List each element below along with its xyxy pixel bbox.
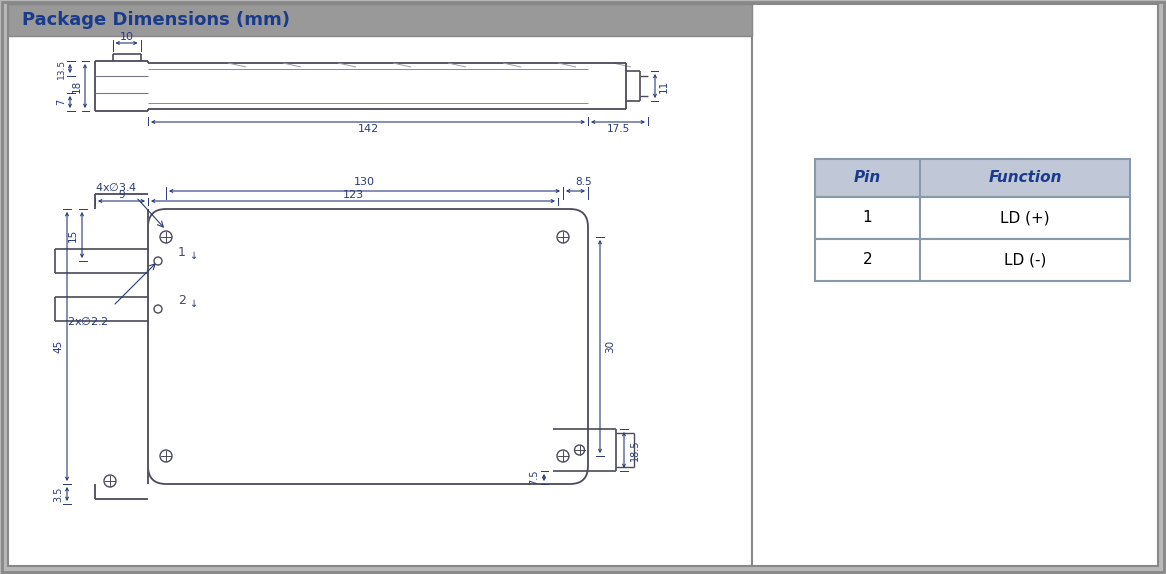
Text: 18: 18	[72, 79, 82, 92]
Text: 1: 1	[863, 211, 872, 226]
Text: Function: Function	[989, 170, 1062, 185]
Circle shape	[160, 231, 173, 243]
Circle shape	[575, 445, 584, 455]
Circle shape	[160, 450, 173, 462]
Text: 2: 2	[863, 253, 872, 267]
Bar	[815, 197, 1130, 239]
Bar	[815, 159, 1130, 197]
Text: 8.5: 8.5	[575, 177, 592, 187]
Text: 10: 10	[119, 32, 133, 42]
Text: LD (-): LD (-)	[1004, 253, 1046, 267]
Text: 1: 1	[178, 246, 185, 259]
Text: 2: 2	[178, 294, 185, 308]
Text: 18.5: 18.5	[630, 439, 640, 461]
Bar	[8, 4, 752, 36]
Text: 30: 30	[605, 340, 614, 353]
Text: ↓: ↓	[190, 251, 198, 261]
Text: Pin: Pin	[854, 170, 881, 185]
Text: 45: 45	[52, 340, 63, 353]
Text: 7: 7	[56, 99, 66, 105]
Text: 2x$\emptyset$2.2: 2x$\emptyset$2.2	[68, 315, 108, 327]
Text: Package Dimensions (mm): Package Dimensions (mm)	[22, 11, 290, 29]
Text: 7.5: 7.5	[529, 470, 539, 485]
Circle shape	[557, 231, 569, 243]
Text: 3.5: 3.5	[52, 486, 63, 502]
Text: 17.5: 17.5	[606, 124, 630, 134]
Bar	[815, 239, 1130, 281]
Text: 130: 130	[354, 177, 375, 187]
FancyBboxPatch shape	[148, 209, 588, 484]
Text: 9: 9	[118, 190, 125, 200]
Bar	[752, 4, 1158, 566]
Circle shape	[154, 305, 162, 313]
Circle shape	[154, 257, 162, 265]
Circle shape	[557, 450, 569, 462]
Text: 13.5: 13.5	[56, 59, 65, 79]
Text: 142: 142	[357, 124, 379, 134]
Text: 11: 11	[659, 79, 669, 92]
Text: ↓: ↓	[190, 299, 198, 309]
Bar	[8, 4, 752, 566]
Text: 4x$\emptyset$3.4: 4x$\emptyset$3.4	[94, 181, 138, 193]
Text: 123: 123	[343, 190, 364, 200]
Text: 15: 15	[68, 228, 78, 242]
Circle shape	[104, 475, 115, 487]
Text: LD (+): LD (+)	[1000, 211, 1049, 226]
